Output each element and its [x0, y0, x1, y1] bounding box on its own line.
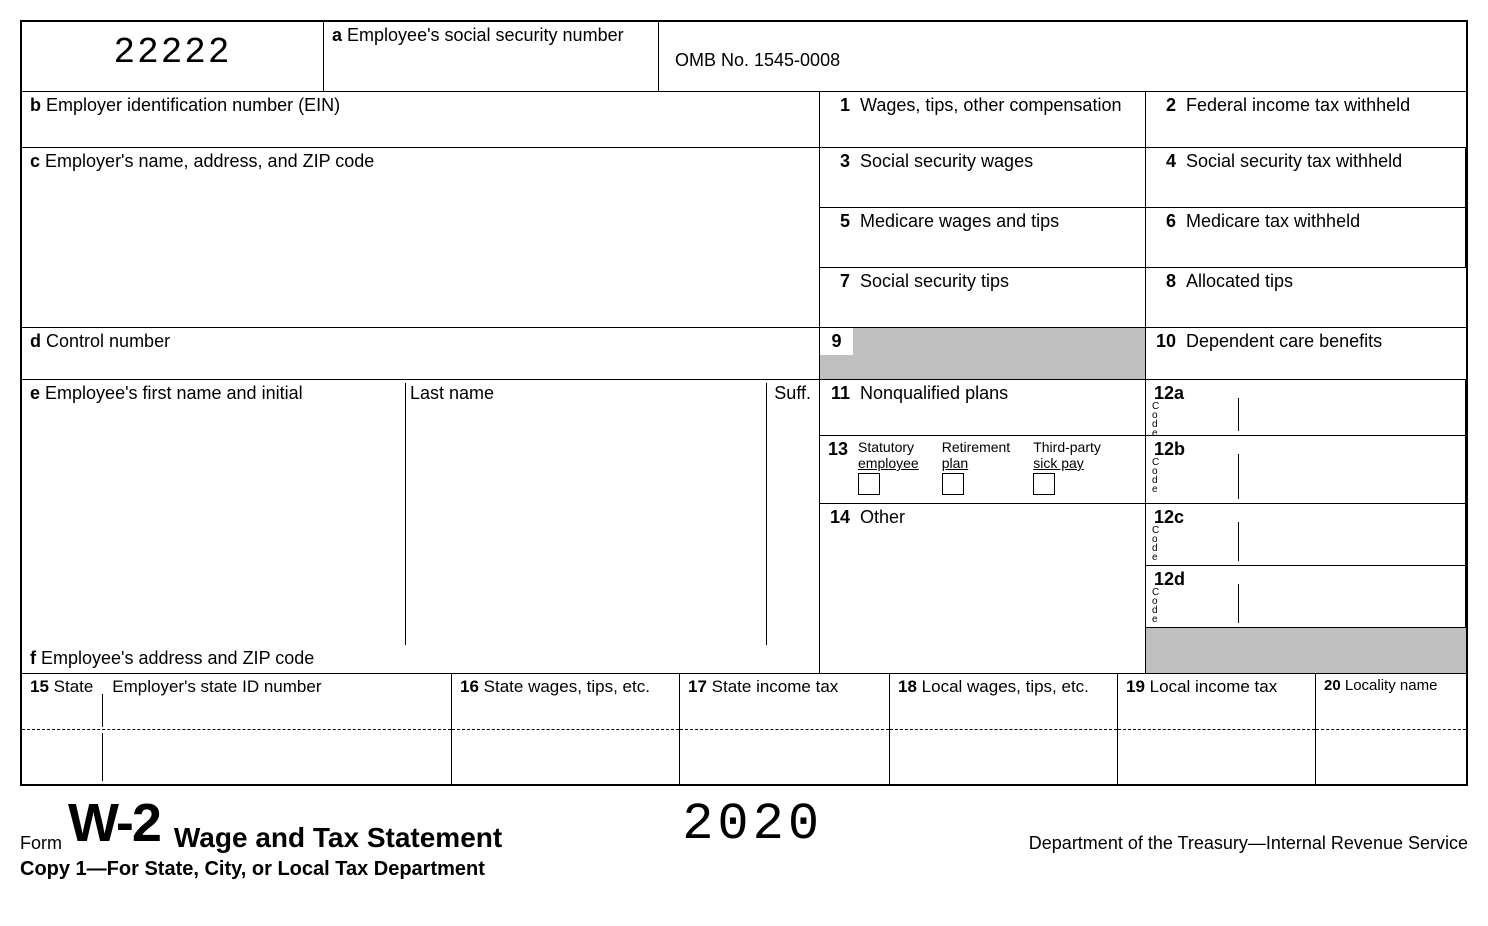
box-3: 3Social security wages	[820, 148, 1146, 208]
box-a-label: Employee's social security number	[347, 25, 624, 45]
box-6-label: Medicare tax withheld	[1186, 211, 1360, 232]
box-b-label: Employer identification number (EIN)	[46, 95, 340, 115]
box-12b: 12b C o d e	[1146, 436, 1466, 504]
box-12c: 12c C o d e	[1146, 504, 1466, 566]
box-b: b Employer identification number (EIN)	[22, 92, 820, 148]
box-18: 18 Local wages, tips, etc.	[890, 674, 1118, 784]
box-1: 1Wages, tips, other compensation	[820, 92, 1146, 148]
box-13-thirdparty: Third-partysick pay	[1033, 439, 1101, 495]
footer-title: Wage and Tax Statement	[174, 822, 502, 854]
box-2: 2Federal income tax withheld	[1146, 92, 1466, 148]
box-6: 6Medicare tax withheld	[1146, 208, 1466, 268]
w2-form: 22222 a Employee's social security numbe…	[20, 20, 1468, 786]
box-8: 8Allocated tips	[1146, 268, 1466, 328]
box-e-last: Last name	[410, 383, 494, 403]
box-e-suff: Suff.	[774, 383, 811, 403]
box-13: 13 Statutoryemployee Retirementplan Thir…	[820, 436, 1146, 504]
footer: Form W-2 Wage and Tax Statement 2020 Dep…	[20, 792, 1468, 881]
box-c: c Employer's name, address, and ZIP code	[22, 148, 820, 328]
box-16: 16 State wages, tips, etc.	[452, 674, 680, 784]
box-14: 14Other	[820, 504, 1146, 674]
box-4: 4Social security tax withheld	[1146, 148, 1466, 208]
box-e-first: Employee's first name and initial	[45, 383, 303, 403]
box-4-label: Social security tax withheld	[1186, 151, 1402, 172]
omb-label: OMB No. 1545-0008	[659, 22, 1466, 92]
top-row: 22222 a Employee's social security numbe…	[22, 22, 1466, 92]
box-3-label: Social security wages	[860, 151, 1033, 172]
box-12-below-shade	[1146, 628, 1466, 674]
box-15: 15 State Employer's state ID number	[22, 674, 452, 784]
footer-dept: Department of the Treasury—Internal Reve…	[1029, 833, 1468, 854]
box-12d: 12d C o d e	[1146, 566, 1466, 628]
box-7-label: Social security tips	[860, 271, 1009, 292]
footer-form-word: Form	[20, 833, 62, 854]
box-11: 11Nonqualified plans	[820, 380, 1146, 436]
box-19: 19 Local income tax	[1118, 674, 1316, 784]
box-f-label: Employee's address and ZIP code	[41, 648, 314, 668]
box-14-label: Other	[860, 507, 905, 528]
box-d-label: Control number	[46, 331, 170, 351]
placeholder-22222: 22222	[22, 22, 324, 92]
box-7: 7Social security tips	[820, 268, 1146, 328]
box-1-label: Wages, tips, other compensation	[860, 95, 1121, 116]
box-13-retirement: Retirementplan	[942, 439, 1010, 495]
box-5: 5Medicare wages and tips	[820, 208, 1146, 268]
box-10-label: Dependent care benefits	[1186, 331, 1382, 352]
box-12a: 12a C o d e	[1146, 380, 1466, 436]
box-17: 17 State income tax	[680, 674, 890, 784]
footer-w2: W-2	[68, 792, 160, 854]
footer-copy: Copy 1—For State, City, or Local Tax Dep…	[20, 858, 1468, 881]
box-8-label: Allocated tips	[1186, 271, 1293, 292]
box-a: a Employee's social security number	[324, 22, 659, 92]
box-13-statutory: Statutoryemployee	[858, 439, 919, 495]
box-2-label: Federal income tax withheld	[1186, 95, 1410, 116]
box-5-label: Medicare wages and tips	[860, 211, 1059, 232]
footer-year: 2020	[682, 795, 823, 854]
box-d: d Control number	[22, 328, 820, 380]
box-11-label: Nonqualified plans	[860, 383, 1008, 404]
box-c-label: Employer's name, address, and ZIP code	[45, 151, 374, 171]
box-9: 9	[820, 328, 1146, 380]
box-e-f: e Employee's first name and initial Last…	[22, 380, 820, 674]
box-10: 10Dependent care benefits	[1146, 328, 1466, 380]
box-20: 20 Locality name	[1316, 674, 1466, 784]
